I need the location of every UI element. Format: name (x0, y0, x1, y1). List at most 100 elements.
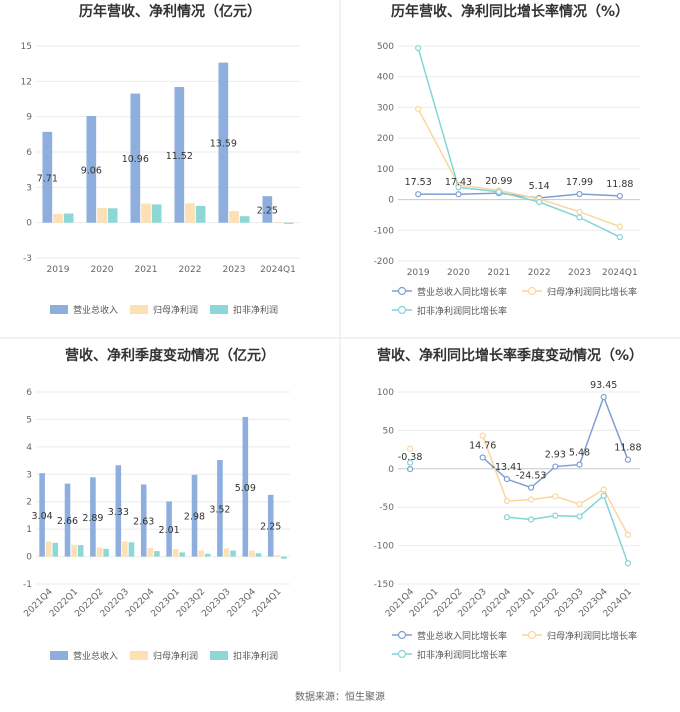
legend-marker (527, 630, 537, 640)
bar-deducted-profit (281, 556, 287, 559)
bar-parent-profit (229, 211, 239, 223)
data-label: 5.14 (529, 181, 550, 192)
bar-revenue (130, 93, 141, 223)
y-tick-label: 200 (377, 134, 394, 144)
y-tick-label: 300 (377, 103, 394, 113)
x-tick-label: 2024Q1 (260, 265, 296, 275)
y-tick-label: 0 (388, 196, 394, 206)
series-point-0 (552, 463, 559, 470)
quarterly-growth-rate-chart: 营收、净利同比增长率季度变动情况（%）-150-100-500501002021… (374, 347, 643, 661)
data-label: 17.99 (566, 177, 593, 188)
series-point-1 (527, 496, 535, 503)
legend-swatch (50, 651, 68, 660)
x-tick-label: 2024Q1 (251, 587, 283, 619)
annual-growth-rate-chart: 历年营收、净利同比增长率情况（%） -200 -100 0 100 200 300 400 50… (374, 3, 640, 317)
series-point-2 (415, 45, 422, 52)
series-point-1 (479, 432, 486, 439)
bar-parent-profit (147, 547, 154, 557)
legend-label: 归母净利润 (153, 650, 198, 662)
bar-revenue (242, 416, 249, 557)
data-label: 13.59 (210, 139, 237, 150)
bar-deducted-profit (195, 205, 206, 223)
series-line-0 (482, 394, 629, 489)
legend-swatch (130, 651, 148, 660)
y-tick-label: 12 (21, 77, 32, 87)
bar-revenue (90, 477, 96, 557)
x-tick-label: 2021 (135, 265, 158, 275)
x-tick-label: 2019 (407, 268, 430, 278)
series-line-2 (417, 47, 621, 238)
legend-label: 归母净利润 (153, 304, 198, 316)
bar-revenue (191, 474, 198, 557)
series-point-2 (495, 188, 502, 195)
y-tick-label: -150 (374, 580, 395, 590)
x-tick-label: 2022 (528, 268, 551, 278)
data-label: -24.53 (516, 471, 547, 482)
y-tick-label: 5 (26, 415, 32, 425)
bar-deducted-profit (255, 553, 262, 557)
series-point-2 (624, 560, 632, 567)
quarterly-revenue-profit-chart: 营收、净利季度变动情况（亿元）-101234562021Q42022Q12022… (22, 347, 290, 662)
annual-revenue-profit-chart: 历年营收、净利情况（亿元） -3 0 3 6 9 12 15 2019 2020 2021 2022 2… (21, 3, 300, 316)
series-point-0 (407, 465, 414, 473)
bar-deducted-profit (63, 213, 74, 223)
series-point-0 (576, 461, 583, 468)
data-label: 5.09 (235, 483, 256, 494)
data-label: 2.01 (159, 525, 180, 536)
y-tick-label: 50 (383, 426, 395, 436)
legend-label: 扣非净利润 (233, 304, 278, 316)
data-label: 14.76 (469, 440, 496, 451)
series-point-2 (527, 516, 535, 523)
bar-revenue (267, 494, 274, 557)
data-label: 2.25 (260, 522, 281, 533)
bar-parent-profit (96, 547, 103, 557)
legend-swatch (210, 305, 228, 314)
legend-label: 扣非净利润同比增长率 (417, 649, 507, 661)
legend-label: 扣非净利润同比增长率 (417, 305, 507, 317)
y-tick-label: 0 (26, 219, 32, 229)
series-point-2 (576, 513, 583, 520)
bar-revenue (42, 131, 53, 223)
bar-revenue (86, 115, 97, 223)
y-tick-label: -200 (374, 257, 395, 267)
legend-label: 营业总收入 (73, 650, 118, 662)
x-tick-label: 2019 (47, 265, 70, 275)
series-point-2 (600, 492, 607, 499)
series-line-1 (417, 108, 621, 228)
bar-deducted-profit (230, 550, 236, 557)
series-point-2 (552, 512, 559, 519)
bar-revenue (166, 501, 172, 557)
series-line-2 (506, 494, 629, 564)
x-tick-label: 2022 (179, 265, 202, 275)
series-point-0 (503, 475, 510, 483)
data-label: -13.41 (492, 462, 523, 473)
y-tick-label: -50 (379, 503, 394, 513)
y-tick-label: -100 (374, 542, 395, 552)
y-tick-label: 100 (377, 165, 394, 175)
legend-marker (397, 286, 407, 296)
bar-parent-profit (71, 544, 77, 557)
data-label: 17.53 (405, 177, 432, 188)
series-point-0 (415, 191, 422, 198)
bar-revenue (174, 86, 185, 223)
x-tick-label: 2024Q1 (602, 268, 638, 278)
bar-revenue (115, 465, 122, 557)
data-label: 11.88 (606, 179, 633, 190)
series-point-2 (616, 233, 623, 241)
legend-marker (397, 649, 407, 659)
series-point-1 (503, 497, 510, 505)
bar-parent-profit (45, 541, 52, 557)
series-point-0 (624, 456, 632, 463)
data-label: 11.88 (614, 443, 641, 454)
series-point-2 (455, 184, 462, 191)
bar-parent-profit (249, 550, 255, 557)
bar-deducted-profit (52, 542, 59, 557)
series-point-0 (527, 484, 535, 491)
bar-parent-profit (273, 222, 283, 223)
bar-revenue (262, 196, 273, 223)
data-label: 3.04 (32, 511, 53, 522)
data-label: 11.52 (166, 151, 193, 162)
y-tick-label: 400 (377, 73, 394, 83)
bar-parent-profit (53, 213, 63, 223)
bar-parent-profit (122, 541, 128, 557)
